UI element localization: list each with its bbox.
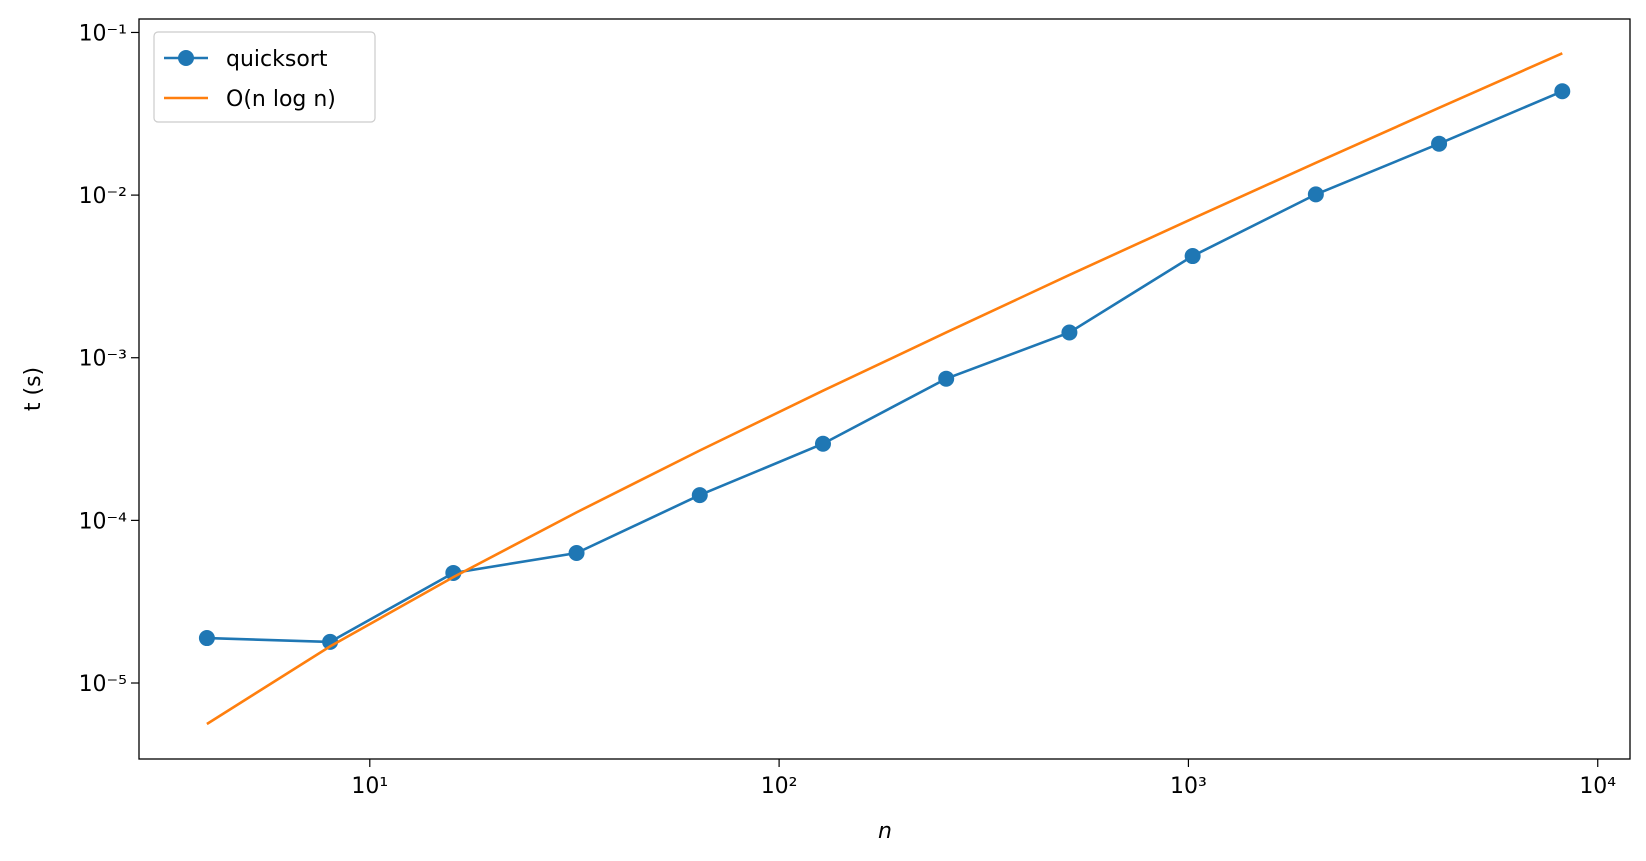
legend-marker <box>178 50 194 66</box>
plot-frame <box>138 18 1631 760</box>
x-tick-label: 10⁴ <box>1579 774 1616 799</box>
series-line <box>206 52 1563 726</box>
point <box>1554 83 1571 100</box>
point <box>568 545 585 562</box>
point <box>1431 135 1448 152</box>
y-tick-label: 10⁻⁴ <box>79 509 128 534</box>
series-line <box>206 90 1563 644</box>
point <box>938 370 955 387</box>
x-tick-label: 10¹ <box>351 774 388 799</box>
point <box>322 633 339 650</box>
x-tick-label: 10³ <box>1170 774 1207 799</box>
x-axis-label: n <box>878 819 892 844</box>
y-tick-label: 10⁻¹ <box>79 21 127 46</box>
point <box>691 487 708 504</box>
legend-box <box>153 31 376 123</box>
x-tick-label: 10² <box>761 774 798 799</box>
y-tick-label: 10⁻² <box>79 184 127 209</box>
y-tick-label: 10⁻⁵ <box>79 672 127 697</box>
legend-label: O(n log n) <box>226 87 336 112</box>
y-axis-label: t (s) <box>21 367 46 411</box>
point <box>814 435 831 452</box>
point <box>1061 324 1078 341</box>
legend-label: quicksort <box>226 47 328 72</box>
point <box>445 564 462 581</box>
y-tick-label: 10⁻³ <box>79 347 127 372</box>
point <box>1184 248 1201 265</box>
point <box>1307 186 1324 203</box>
point <box>198 630 215 647</box>
